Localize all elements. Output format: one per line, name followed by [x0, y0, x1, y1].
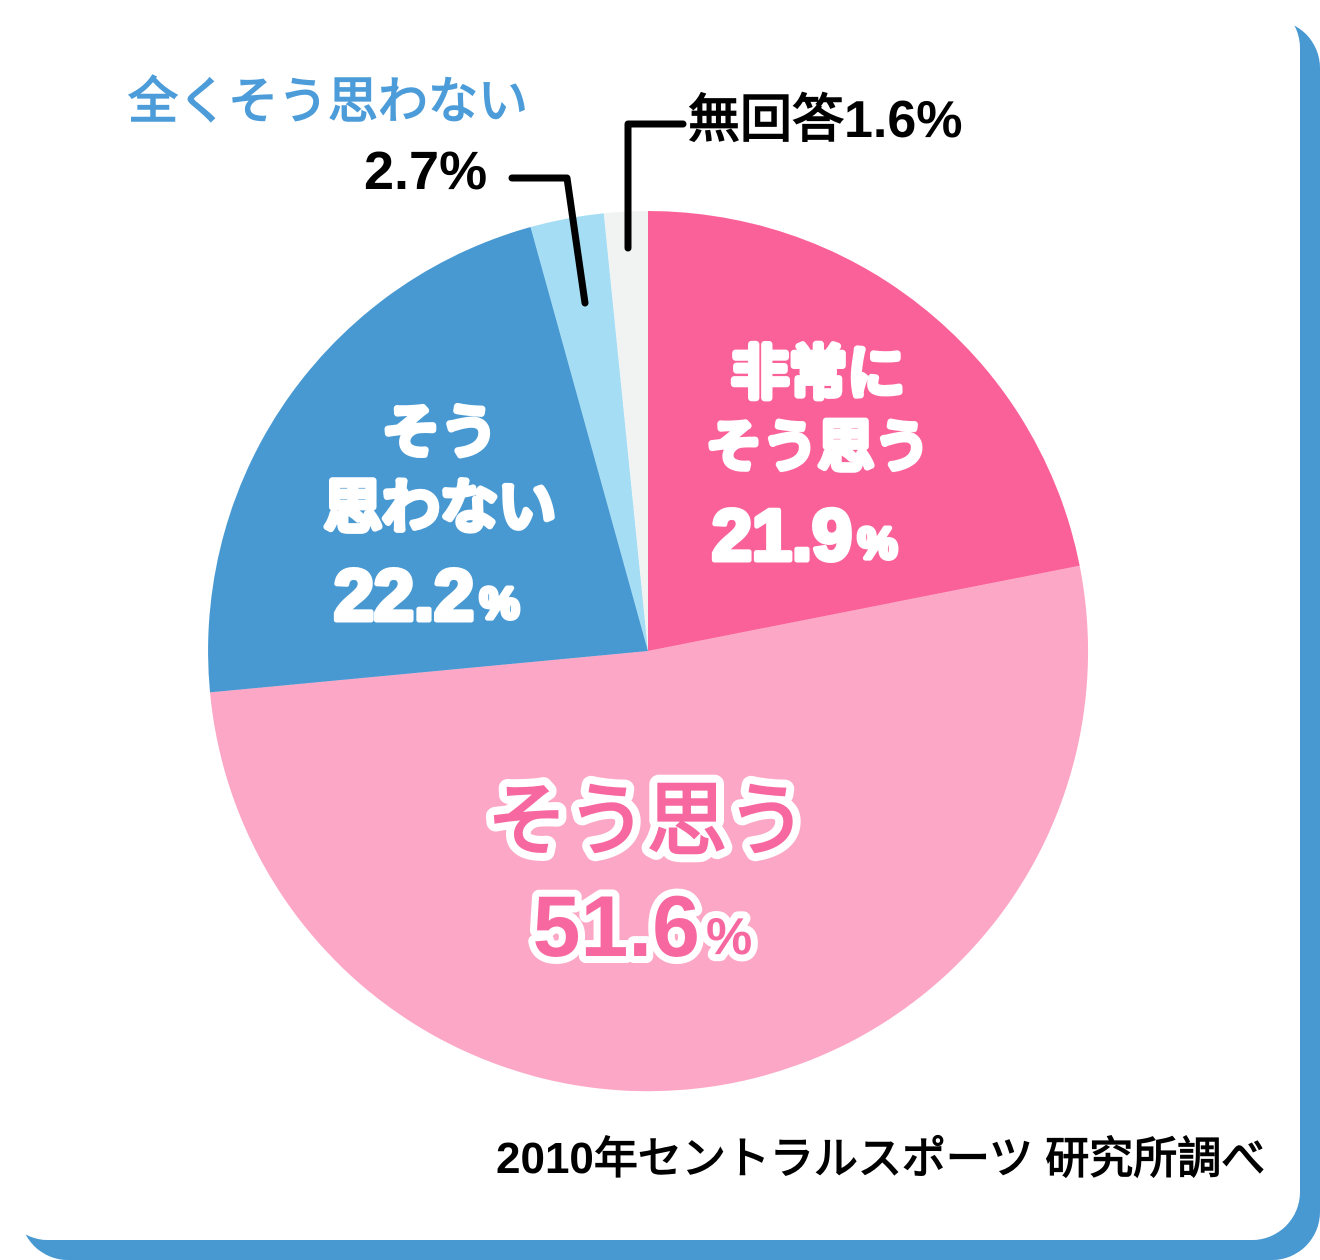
- label-no-answer: 無回答1.6%: [688, 91, 963, 149]
- slice-label-strongly-agree-line2: そう思う: [706, 415, 930, 478]
- slice-value-strongly-agree: 21.9: [712, 496, 852, 576]
- pie-slices: [208, 210, 1089, 1092]
- slice-pct-disagree: %: [480, 579, 519, 628]
- source-note: 2010年セントラルスポーツ 研究所調べ: [496, 1134, 1266, 1183]
- slice-label-strongly-agree-line1: 非常に: [731, 341, 905, 406]
- card-background: 全くそう思わない 2.7% 無回答1.6% 非常に そう思う 21.9 % そう…: [128, 73, 1266, 1183]
- slice-value-agree: 51.6: [533, 879, 700, 975]
- pie-slice-strongly-agree: [648, 211, 1080, 651]
- pie-slice-agree: [210, 565, 1089, 1092]
- label-strongly-disagree-value: 2.7%: [364, 141, 488, 201]
- pie-slice-disagree: [208, 227, 648, 693]
- pie-slice-no-answer: [603, 210, 648, 651]
- callout-line-strongly-disagree: [508, 174, 589, 307]
- slice-pct-strongly-agree: %: [858, 519, 897, 568]
- slice-label-disagree-line1: そう: [382, 400, 498, 465]
- slice-value-disagree: 22.2: [334, 556, 474, 636]
- slice-pct-agree: %: [706, 908, 752, 966]
- slice-label-agree: そう思う: [487, 776, 807, 865]
- slice-label-disagree-line2: 思わない: [324, 475, 556, 540]
- pie-slice-strongly-disagree: [530, 213, 648, 651]
- callout-line-no-answer: [624, 120, 687, 252]
- label-strongly-disagree: 全くそう思わない: [128, 73, 528, 129]
